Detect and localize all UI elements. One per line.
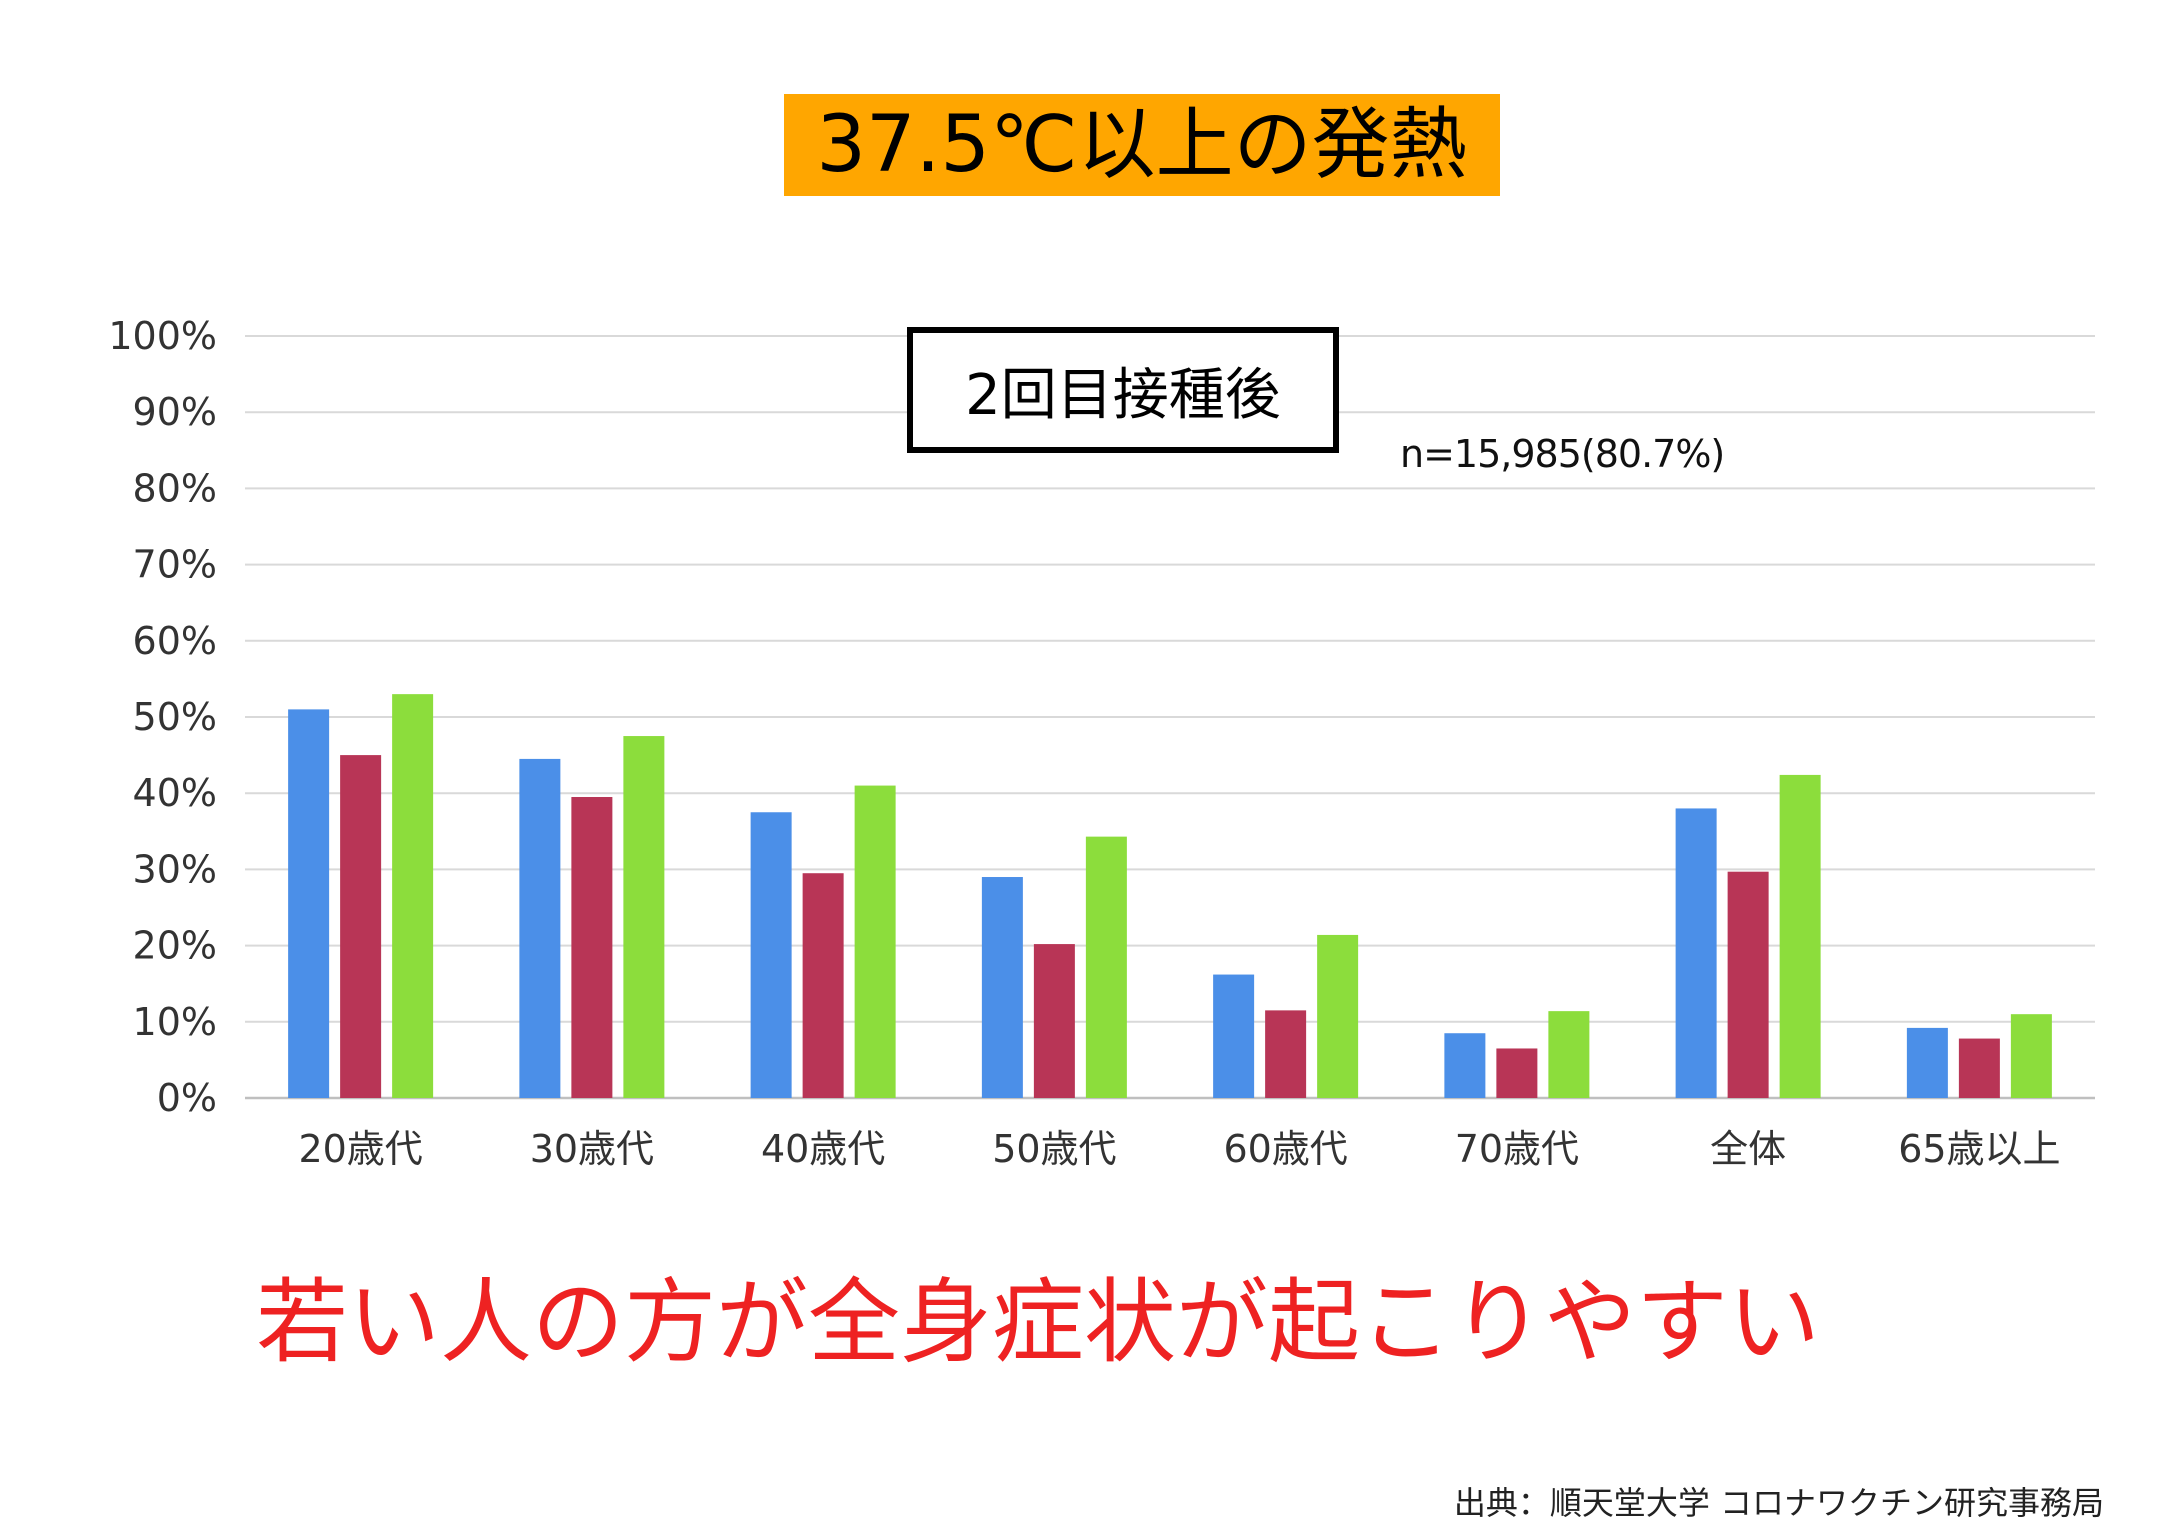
bar — [1444, 1033, 1486, 1098]
bar — [1033, 944, 1075, 1098]
y-tick-label: 50% — [133, 695, 217, 739]
bars — [288, 694, 2052, 1098]
y-tick-label: 80% — [133, 466, 217, 510]
bar — [340, 755, 382, 1098]
y-tick-label: 60% — [133, 619, 217, 663]
bar — [623, 736, 665, 1098]
bar — [571, 797, 613, 1098]
conclusion-text: 若い人の方が全身症状が起こりやすい — [255, 1269, 1820, 1376]
sample-size-note: n=15,985(80.7%) — [1400, 432, 1725, 476]
y-tick-label: 0% — [157, 1076, 217, 1120]
bar — [750, 812, 792, 1098]
x-category-label: 70歳代 — [1455, 1127, 1579, 1171]
bar — [1958, 1038, 2000, 1098]
x-category-label: 全体 — [1710, 1127, 1786, 1171]
x-category-label: 40歳代 — [761, 1127, 885, 1171]
source-citation: 出典：順天堂大学 コロナワクチン研究事務局 — [1453, 1484, 2104, 1522]
bar — [1265, 1010, 1307, 1098]
bar — [1496, 1048, 1538, 1098]
x-category-label: 50歳代 — [992, 1127, 1116, 1171]
chart-title: 37.5℃以上の発熱 — [784, 94, 1500, 196]
subtitle-box: 2回目接種後 — [907, 327, 1339, 453]
x-category-label: 30歳代 — [530, 1127, 654, 1171]
bar — [802, 873, 844, 1098]
y-tick-label: 100% — [108, 314, 217, 358]
bar — [392, 694, 434, 1098]
y-tick-label: 70% — [133, 543, 217, 587]
y-tick-label: 20% — [133, 924, 217, 968]
x-category-label: 60歳代 — [1223, 1127, 1347, 1171]
bar — [981, 877, 1023, 1098]
bar — [2010, 1014, 2052, 1098]
bar — [854, 785, 896, 1098]
bar — [1675, 808, 1717, 1098]
bar — [1085, 836, 1127, 1098]
bar — [1548, 1011, 1590, 1098]
x-axis-category-labels: 20歳代 30歳代 40歳代 50歳代 60歳代 70歳代 全体 65歳以上 — [298, 1127, 2060, 1171]
y-tick-label: 30% — [133, 847, 217, 891]
y-tick-label: 10% — [133, 1000, 217, 1044]
x-category-label: 65歳以上 — [1898, 1127, 2060, 1171]
bar — [1779, 774, 1821, 1098]
bar — [1727, 871, 1769, 1098]
y-axis-tick-labels: 0% 10% 20% 30% 40% 50% 60% 70% 80% 90% 100% — [108, 314, 217, 1120]
bar — [1317, 934, 1359, 1098]
bar — [1213, 974, 1255, 1098]
bar — [519, 758, 561, 1098]
bar — [288, 709, 330, 1098]
y-tick-label: 40% — [133, 771, 217, 815]
y-tick-label: 90% — [133, 390, 217, 434]
x-category-label: 20歳代 — [298, 1127, 422, 1171]
bar — [1906, 1027, 1948, 1098]
